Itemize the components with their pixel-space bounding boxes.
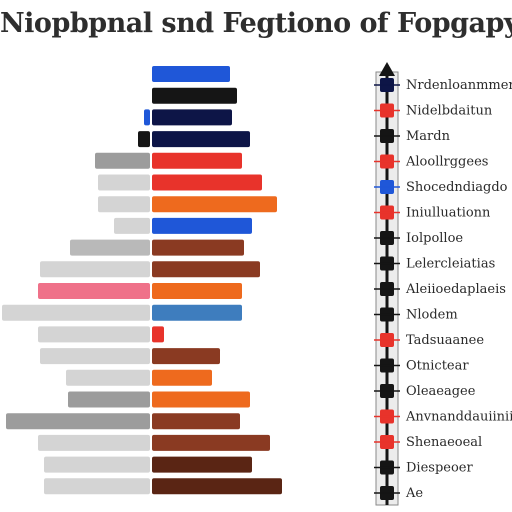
bar-right-16 xyxy=(152,413,240,429)
bar-left-14 xyxy=(66,370,150,386)
bar-left-9 xyxy=(40,261,150,277)
legend-label-7: Lelercleiatias xyxy=(406,257,495,272)
bar-left-12 xyxy=(38,326,150,342)
legend-label-1: Nidelbdaitun xyxy=(406,104,493,119)
arrow-up-icon xyxy=(379,62,395,76)
legend-label-6: Iolpolloe xyxy=(406,231,463,246)
bar-left-7 xyxy=(114,218,150,234)
legend-label-10: Tadsuaanee xyxy=(406,333,484,348)
legend-label-11: Otnictear xyxy=(406,359,469,374)
bar-right-1 xyxy=(152,88,237,104)
bar-right-8 xyxy=(152,240,244,256)
bar-left-13 xyxy=(40,348,150,364)
bar-left-17 xyxy=(38,435,150,451)
bar-left-11 xyxy=(2,305,150,321)
bar-left-8 xyxy=(70,240,150,256)
bar-right-7 xyxy=(152,218,252,234)
legend-label-16: Ae xyxy=(405,486,423,501)
legend-label-12: Oleaeagee xyxy=(406,384,476,399)
bar-right-0 xyxy=(152,66,230,82)
bar-right-2 xyxy=(152,109,232,125)
bars-group xyxy=(2,66,282,494)
bar-right-6 xyxy=(152,196,277,212)
bar-right-11 xyxy=(152,305,242,321)
legend-label-13: Anvnanddauiiniia xyxy=(405,410,512,425)
bar-right-13 xyxy=(152,348,220,364)
bar-right-19 xyxy=(152,478,282,494)
bar-left-6 xyxy=(98,196,150,212)
legend-label-5: Iniulluationn xyxy=(406,206,491,221)
legend-label-4: Shocedndiagdo xyxy=(406,180,508,195)
bar-left-10 xyxy=(38,283,150,299)
bar-left-4 xyxy=(95,153,150,169)
legend-label-2: Mardn xyxy=(406,129,451,144)
legend-label-9: Nlodem xyxy=(406,308,458,323)
bar-left-3 xyxy=(138,131,150,147)
legend-label-15: Diespeoer xyxy=(406,461,473,476)
bar-right-15 xyxy=(152,392,250,408)
bar-left-19 xyxy=(44,478,150,494)
bar-left-5 xyxy=(98,175,150,191)
legend: Nrdenloanmmer Nidelbdaitun Mardn Aloollrgge… xyxy=(374,62,512,505)
bar-right-5 xyxy=(152,175,262,191)
bar-right-12 xyxy=(152,326,164,342)
bar-left-15 xyxy=(68,392,150,408)
bar-right-18 xyxy=(152,457,252,473)
legend-label-14: Shenaeoeal xyxy=(406,435,482,450)
bar-right-9 xyxy=(152,261,260,277)
bar-left-18 xyxy=(44,457,150,473)
bar-right-4 xyxy=(152,153,242,169)
bar-left-2 xyxy=(144,109,150,125)
bar-right-10 xyxy=(152,283,242,299)
bar-right-14 xyxy=(152,370,212,386)
legend-items: Nrdenloanmmer Nidelbdaitun Mardn Aloollrgge… xyxy=(405,78,512,501)
bar-left-16 xyxy=(6,413,150,429)
legend-label-8: Aleiioedaplaeis xyxy=(405,282,506,297)
bar-right-17 xyxy=(152,435,270,451)
legend-label-3: Aloollrggees xyxy=(405,155,488,170)
bar-right-3 xyxy=(152,131,250,147)
legend-scale-bar xyxy=(374,62,400,505)
legend-label-0: Nrdenloanmmer xyxy=(406,78,512,93)
